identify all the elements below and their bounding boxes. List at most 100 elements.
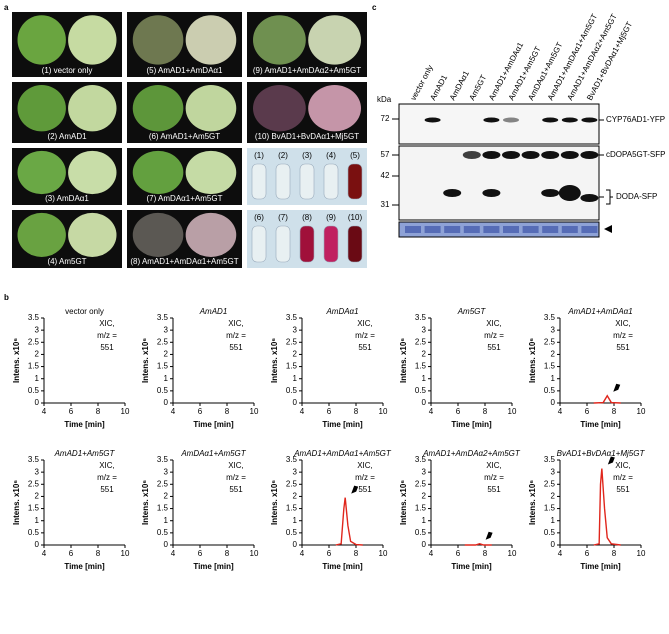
band xyxy=(502,151,520,159)
band-label: DODA-SFP xyxy=(616,192,657,201)
y-tick-label: 1 xyxy=(551,516,556,525)
y-tick-label: 0.5 xyxy=(28,528,40,537)
band xyxy=(541,189,560,197)
x-axis-label: Time [min] xyxy=(322,420,363,429)
leaf xyxy=(132,85,184,132)
leaf xyxy=(185,150,237,195)
band xyxy=(462,151,481,159)
photo-label: (3) AmDAα1 xyxy=(45,194,89,203)
tube xyxy=(347,225,363,263)
y-tick-label: 1 xyxy=(293,374,298,383)
y-tick-label: 0.5 xyxy=(157,528,169,537)
chart-title: AmAD1 xyxy=(199,307,228,316)
y-axis-label: Intens. x10⁶ xyxy=(12,480,21,525)
annotation: XIC, xyxy=(615,461,631,470)
annotation: 551 xyxy=(358,343,372,352)
y-tick-label: 1.5 xyxy=(544,362,556,371)
photo-label: (2) AmAD1 xyxy=(47,132,87,141)
x-axis-label: Time [min] xyxy=(580,420,621,429)
band xyxy=(424,117,441,123)
arrowhead xyxy=(604,225,612,233)
y-tick-label: 2.5 xyxy=(415,337,427,346)
y-axis-label: Intens. x10⁶ xyxy=(399,338,408,383)
y-tick-label: 1.5 xyxy=(157,504,169,513)
photo-label: (8) AmAD1+AmDAα1+Am5GT xyxy=(130,257,238,266)
y-tick-label: 3 xyxy=(551,325,556,334)
leaf xyxy=(68,212,117,257)
x-tick-label: 4 xyxy=(42,549,47,558)
y-tick-label: 3 xyxy=(293,325,298,334)
x-tick-label: 8 xyxy=(225,407,230,416)
y-tick-label: 1 xyxy=(35,516,40,525)
y-axis-label: Intens. x10⁶ xyxy=(270,338,279,383)
y-axis-label: Intens. x10⁶ xyxy=(528,338,537,383)
y-tick-label: 1 xyxy=(164,374,169,383)
annotation: XIC, xyxy=(99,461,115,470)
photo-label: (7) AmDAα1+Am5GT xyxy=(147,194,223,203)
y-tick-label: 0.5 xyxy=(157,386,169,395)
y-tick-label: 2 xyxy=(293,492,298,501)
chart-title: AmAD1+AmDAα1+Am5GT xyxy=(293,449,392,458)
peak-arrow xyxy=(613,383,621,392)
x-tick-label: 4 xyxy=(558,407,563,416)
y-tick-label: 0 xyxy=(551,398,556,407)
bracket xyxy=(606,189,613,205)
annotation: 551 xyxy=(100,485,114,494)
band xyxy=(521,151,540,159)
x-tick-label: 4 xyxy=(429,407,434,416)
line-series xyxy=(593,468,621,546)
band xyxy=(482,151,501,159)
loading-band xyxy=(522,226,539,233)
x-axis-label: Time [min] xyxy=(451,420,492,429)
y-tick-label: 2 xyxy=(35,350,40,359)
y-axis-label: Intens. x10⁶ xyxy=(528,480,537,525)
y-tick-label: 0 xyxy=(422,398,427,407)
annotation: XIC, xyxy=(486,319,502,328)
x-axis-label: Time [min] xyxy=(580,562,621,571)
x-tick-label: 4 xyxy=(171,549,176,558)
y-tick-label: 1.5 xyxy=(28,504,40,513)
annotation: XIC, xyxy=(486,461,502,470)
y-tick-label: 2 xyxy=(422,492,427,501)
y-tick-label: 2 xyxy=(164,492,169,501)
y-tick-label: 2.5 xyxy=(544,337,556,346)
loading-band xyxy=(581,226,598,233)
band xyxy=(542,117,559,123)
tube-label: (9) xyxy=(326,213,336,222)
y-tick-label: 0.5 xyxy=(286,386,298,395)
tube-label: (3) xyxy=(302,151,312,160)
x-tick-label: 6 xyxy=(456,407,461,416)
band xyxy=(558,185,581,201)
band xyxy=(560,151,579,159)
y-tick-label: 2 xyxy=(422,350,427,359)
y-tick-label: 0 xyxy=(35,398,40,407)
leaf xyxy=(308,85,361,132)
annotation: 551 xyxy=(616,485,630,494)
line-series xyxy=(335,497,363,546)
x-tick-label: 10 xyxy=(250,549,259,558)
panel-label: a xyxy=(4,3,9,12)
y-tick-label: 3.5 xyxy=(544,313,556,322)
x-tick-label: 4 xyxy=(42,407,47,416)
tube-label: (2) xyxy=(278,151,288,160)
x-tick-label: 8 xyxy=(225,549,230,558)
x-tick-label: 6 xyxy=(69,549,74,558)
marker-label: 72 xyxy=(381,114,390,123)
y-tick-label: 3.5 xyxy=(28,455,40,464)
x-tick-label: 10 xyxy=(508,549,517,558)
y-tick-label: 0 xyxy=(551,540,556,549)
loading-band xyxy=(503,226,519,233)
y-tick-label: 1 xyxy=(293,516,298,525)
y-tick-label: 2.5 xyxy=(28,479,40,488)
tube xyxy=(323,163,339,200)
y-tick-label: 0 xyxy=(422,540,427,549)
x-axis-label: Time [min] xyxy=(64,562,105,571)
annotation: m/z = xyxy=(484,331,504,340)
tube-label: (1) xyxy=(254,151,264,160)
annotation: 551 xyxy=(100,343,114,352)
band xyxy=(561,117,578,123)
chart-title: AmAD1+AmDAα2+Am5GT xyxy=(422,449,521,458)
x-tick-label: 8 xyxy=(354,407,359,416)
leaf xyxy=(132,150,184,195)
panel-label: b xyxy=(4,293,9,302)
